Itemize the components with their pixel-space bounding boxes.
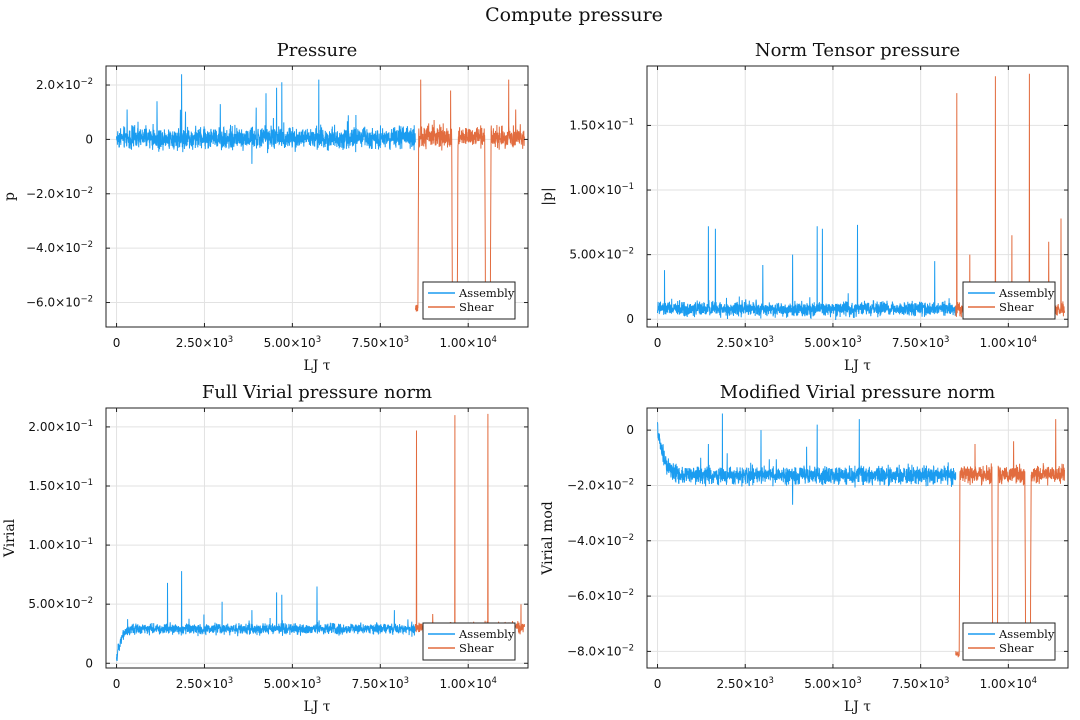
x-axis-label: LJ τ	[844, 358, 871, 374]
y-tick-label: 0	[85, 656, 93, 670]
series-line-assembly	[116, 74, 416, 164]
figure-title: Compute pressure	[485, 4, 663, 26]
y-axis-label: Virial	[2, 518, 18, 558]
legend-label-shear: Shear	[459, 300, 494, 314]
y-tick-label: −4.0×10−2	[26, 240, 93, 255]
x-tick-label: 2.50×103	[716, 676, 773, 691]
plot-frame	[646, 65, 1069, 328]
series-line-assembly	[657, 413, 957, 505]
x-tick-label: 2.50×103	[176, 676, 233, 691]
series-line-assembly	[116, 571, 416, 662]
x-axis-label: LJ τ	[844, 699, 871, 715]
series-line-shear	[415, 79, 525, 312]
legend-label-shear: Shear	[459, 641, 494, 655]
plot-frame	[646, 407, 1069, 669]
panel-modified-virial: 0 2.50×103 5.00×103 7.50×103 1.00×104 0 −2.0×1…	[540, 382, 1069, 715]
y-axis-label: p	[2, 192, 18, 201]
y-tick-label: 0	[626, 312, 634, 326]
panel-full-virial: 0 2.50×103 5.00×103 7.50×103 1.00×104 2.00×10…	[2, 382, 529, 715]
y-tick-label: −8.0×10−2	[567, 643, 634, 658]
y-tick-label: 1.50×10−1	[28, 478, 93, 493]
y-tick-label: −4.0×10−2	[567, 533, 634, 548]
legend-label-shear: Shear	[999, 641, 1034, 655]
y-tick-label: 2.00×10−1	[28, 419, 93, 434]
legend-box	[962, 281, 1056, 320]
panel-title: Pressure	[277, 40, 358, 61]
x-tick-label: 1.00×104	[980, 335, 1037, 350]
panel-title: Full Virial pressure norm	[202, 382, 432, 403]
plot-frame	[105, 65, 529, 328]
legend-box	[422, 281, 516, 320]
x-tick-label: 0	[654, 677, 662, 691]
panel-title: Modified Virial pressure norm	[720, 382, 995, 403]
legend-label-shear: Shear	[999, 300, 1034, 314]
legend-label-assembly: Assembly	[458, 627, 515, 641]
x-tick-label: 0	[654, 336, 662, 350]
y-axis-label: |p|	[540, 187, 556, 205]
x-tick-label: 7.50×103	[892, 335, 949, 350]
y-tick-label: 2.0×10−2	[36, 77, 93, 92]
y-tick-label: −2.0×10−2	[567, 477, 634, 492]
x-tick-label: 5.00×103	[804, 676, 861, 691]
x-axis-label: LJ τ	[303, 699, 330, 715]
x-tick-label: 7.50×103	[352, 335, 409, 350]
y-tick-label: 5.00×10−2	[569, 247, 634, 262]
plot-frame	[105, 407, 529, 669]
x-tick-label: 2.50×103	[716, 335, 773, 350]
panel-pressure: 0 2.50×103 5.00×103 7.50×103 1.00×104 2.0×10−…	[2, 40, 529, 374]
x-axis-label: LJ τ	[303, 358, 330, 374]
legend-box	[962, 622, 1056, 661]
series-line-shear	[955, 419, 1065, 658]
panel-title: Norm Tensor pressure	[755, 40, 960, 61]
x-tick-label: 5.00×103	[264, 335, 321, 350]
x-tick-label: 5.00×103	[804, 335, 861, 350]
y-tick-label: 1.00×10−1	[569, 182, 634, 197]
x-tick-label: 1.00×104	[980, 676, 1037, 691]
legend-label-assembly: Assembly	[458, 286, 515, 300]
x-tick-label: 0	[113, 336, 121, 350]
series-line-assembly	[657, 224, 957, 321]
y-tick-label: 1.50×10−1	[569, 117, 634, 132]
series-line-shear	[415, 413, 525, 635]
x-tick-label: 2.50×103	[176, 335, 233, 350]
x-tick-label: 0	[113, 677, 121, 691]
y-tick-label: −6.0×10−2	[567, 588, 634, 603]
y-tick-label: 0	[626, 423, 634, 437]
legend-label-assembly: Assembly	[998, 627, 1055, 641]
x-tick-label: 1.00×104	[439, 335, 496, 350]
x-tick-label: 7.50×103	[352, 676, 409, 691]
y-tick-label: −6.0×10−2	[26, 295, 93, 310]
x-tick-label: 5.00×103	[264, 676, 321, 691]
y-tick-label: 1.00×10−1	[28, 537, 93, 552]
legend-box	[422, 622, 516, 661]
y-tick-label: 0	[85, 132, 93, 146]
legend-label-assembly: Assembly	[998, 286, 1055, 300]
x-tick-label: 1.00×104	[439, 676, 496, 691]
y-tick-label: −2.0×10−2	[26, 186, 93, 201]
y-tick-label: 5.00×10−2	[28, 596, 93, 611]
panel-norm: 0 2.50×103 5.00×103 7.50×103 1.00×104 1.50×10…	[540, 40, 1069, 374]
y-axis-label: Virial mod	[540, 501, 556, 575]
x-tick-label: 7.50×103	[892, 676, 949, 691]
